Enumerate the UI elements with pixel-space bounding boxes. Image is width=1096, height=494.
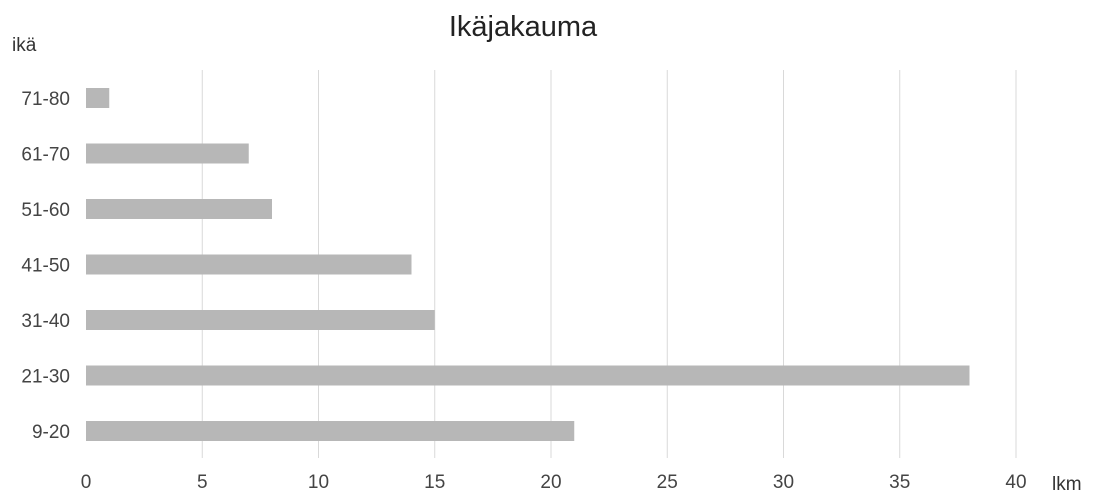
category-labels: 71-80 61-70 51-60 41-50 31-40 21-30 9-20 xyxy=(21,89,70,443)
x-tick-label: 0 xyxy=(81,472,92,493)
bar xyxy=(86,365,970,386)
category-label: 41-50 xyxy=(21,256,70,277)
category-label: 51-60 xyxy=(21,200,70,221)
x-tick-label: 5 xyxy=(197,472,208,493)
x-tick-label: 20 xyxy=(540,472,561,493)
bar xyxy=(86,88,110,108)
y-axis-title: ikä xyxy=(12,35,37,56)
bar xyxy=(86,143,249,164)
gridlines xyxy=(201,70,1017,458)
bar xyxy=(86,254,412,275)
category-label: 21-30 xyxy=(21,367,70,388)
x-tick-label: 25 xyxy=(657,472,678,493)
category-label: 71-80 xyxy=(21,89,70,110)
x-tick-labels: 0 5 10 15 20 25 30 35 40 xyxy=(81,472,1027,493)
category-label: 9-20 xyxy=(32,422,70,443)
bar xyxy=(86,199,272,219)
bar xyxy=(86,421,575,441)
category-label: 61-70 xyxy=(21,145,70,166)
x-tick-label: 35 xyxy=(889,472,910,493)
x-tick-label: 15 xyxy=(424,472,445,493)
x-axis-title: lkm xyxy=(1052,474,1082,494)
bars xyxy=(86,88,970,441)
x-tick-label: 10 xyxy=(308,472,329,493)
x-tick-label: 30 xyxy=(773,472,794,493)
category-label: 31-40 xyxy=(21,311,70,332)
bar xyxy=(86,310,435,330)
chart-title: Ikäjakauma xyxy=(449,11,598,43)
x-tick-label: 40 xyxy=(1005,472,1026,493)
